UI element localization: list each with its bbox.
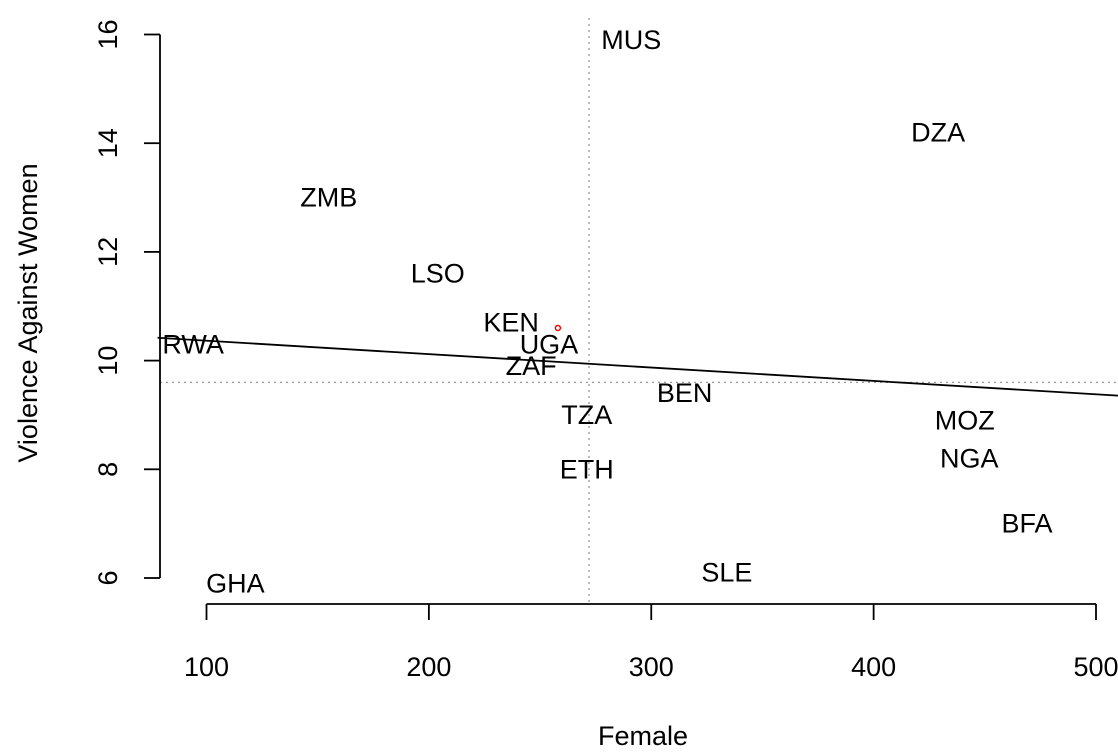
point-label-bfa: BFA <box>1002 509 1053 539</box>
point-label-tza: TZA <box>561 400 612 430</box>
point-label-moz: MOZ <box>935 405 995 435</box>
highlight-point <box>554 324 562 332</box>
y-tick-label: 10 <box>93 346 123 376</box>
point-label-sle: SLE <box>701 558 752 588</box>
y-tick-label: 6 <box>93 570 123 585</box>
point-label-zaf: ZAF <box>506 351 557 381</box>
x-tick-label: 100 <box>184 652 229 682</box>
x-axis-title: Female <box>598 721 688 751</box>
x-axis: 100 200 300 400 500 <box>184 603 1118 682</box>
regression-line <box>157 336 1118 397</box>
y-axis: 6 8 10 12 14 16 <box>93 19 161 586</box>
point-label-mus: MUS <box>601 25 661 55</box>
y-axis-title: Violence Against Women <box>13 163 43 462</box>
point-label-zmb: ZMB <box>300 183 357 213</box>
point-label-ben: BEN <box>657 378 713 408</box>
highlight-point-group <box>554 324 562 332</box>
point-label-gha: GHA <box>206 568 265 598</box>
point-label-nga: NGA <box>940 443 999 473</box>
point-label-lso: LSO <box>411 259 465 289</box>
y-tick-label: 12 <box>93 237 123 267</box>
x-tick-label: 200 <box>406 652 451 682</box>
x-tick-label: 300 <box>629 652 674 682</box>
x-tick-label: 400 <box>851 652 896 682</box>
y-tick-label: 14 <box>93 128 123 158</box>
point-label-eth: ETH <box>560 454 614 484</box>
point-label-ken: KEN <box>483 308 539 338</box>
y-tick-label: 8 <box>93 462 123 477</box>
point-label-rwa: RWA <box>162 329 224 359</box>
x-tick-label: 500 <box>1073 652 1118 682</box>
y-tick-label: 16 <box>93 19 123 49</box>
point-label-dza: DZA <box>911 117 965 147</box>
regression-line-group <box>157 336 1118 397</box>
reference-lines <box>160 18 1118 605</box>
point-label-uga: UGA <box>520 329 579 359</box>
